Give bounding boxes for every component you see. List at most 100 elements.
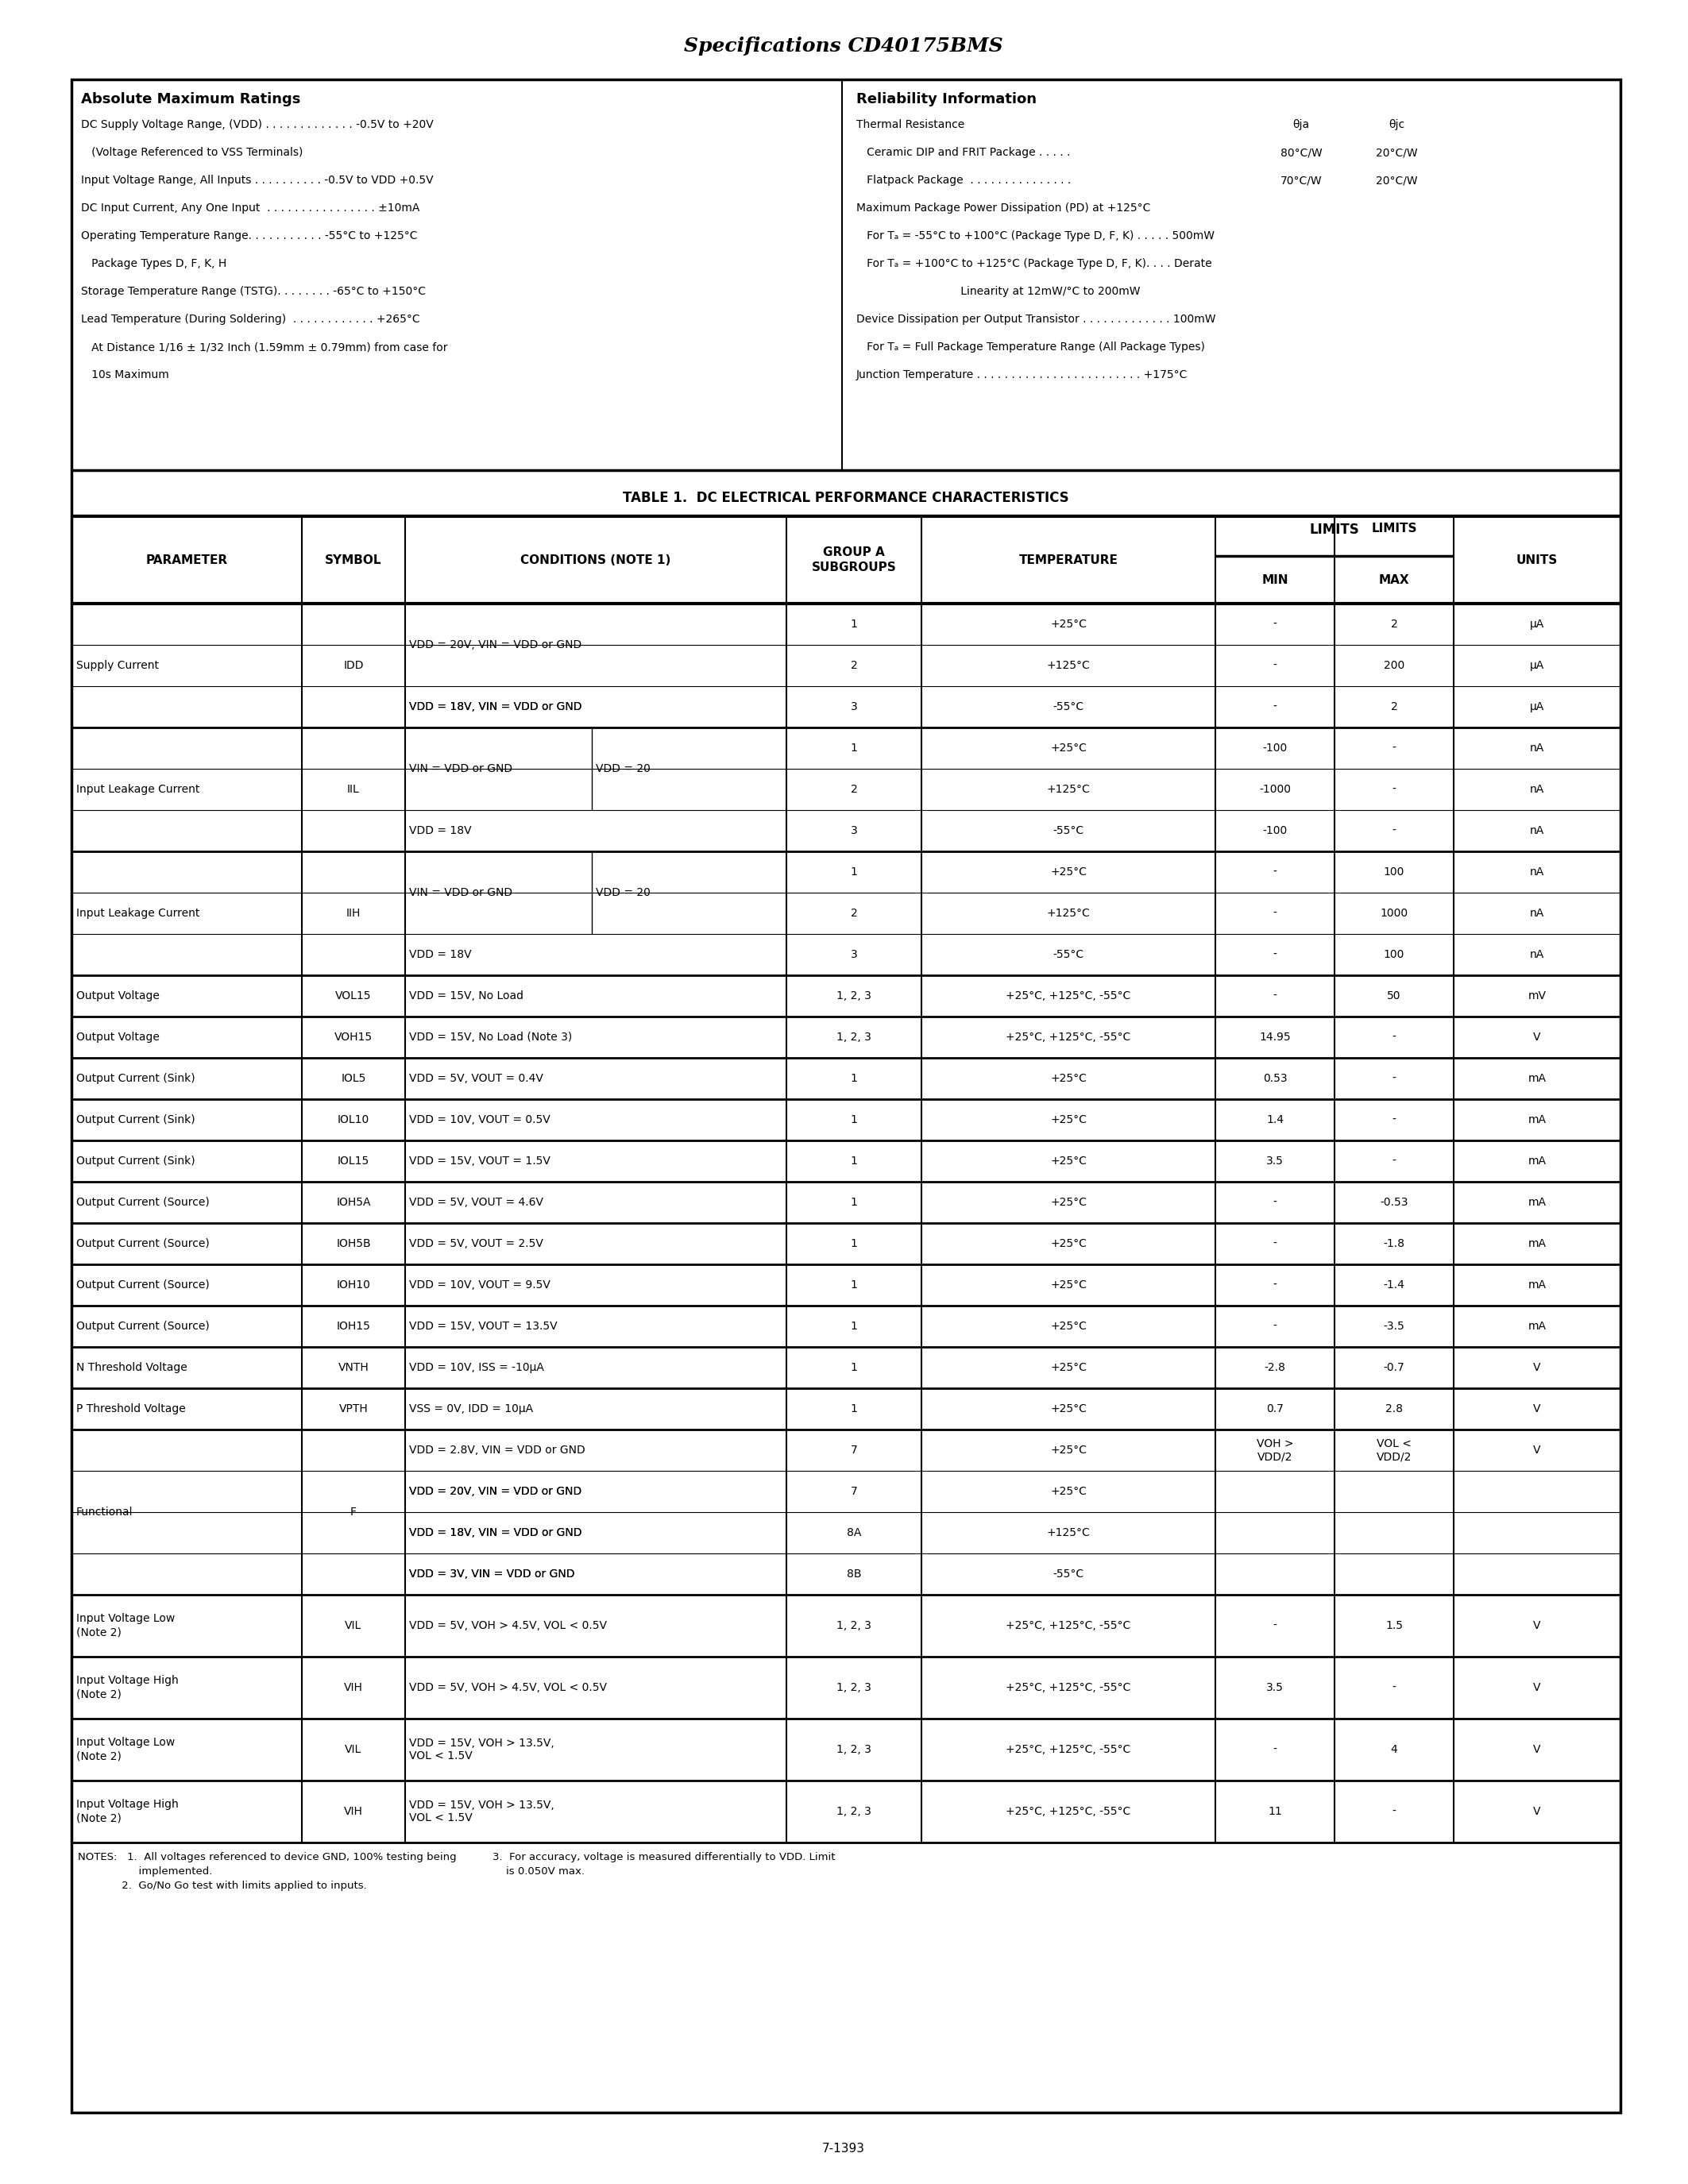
Text: +125°C: +125°C: [1047, 660, 1090, 670]
Text: -: -: [1273, 660, 1276, 670]
Text: VDD = 18V, VIN = VDD or GND: VDD = 18V, VIN = VDD or GND: [408, 701, 582, 712]
Text: V: V: [1533, 1444, 1541, 1457]
Text: +25°C, +125°C, -55°C: +25°C, +125°C, -55°C: [1006, 1806, 1131, 1817]
Text: Input Voltage Low
(Note 2): Input Voltage Low (Note 2): [76, 1614, 176, 1638]
Text: 100: 100: [1384, 867, 1404, 878]
Text: +25°C, +125°C, -55°C: +25°C, +125°C, -55°C: [1006, 1031, 1131, 1042]
Text: PARAMETER: PARAMETER: [145, 555, 228, 566]
Text: VDD = 5V, VOUT = 2.5V: VDD = 5V, VOUT = 2.5V: [408, 1238, 544, 1249]
Text: VDD = 5V, VOUT = 0.4V: VDD = 5V, VOUT = 0.4V: [408, 1072, 544, 1083]
Text: 1, 2, 3: 1, 2, 3: [837, 1682, 871, 1693]
Text: Specifications CD40175BMS: Specifications CD40175BMS: [684, 37, 1003, 55]
Text: +25°C: +25°C: [1050, 1404, 1087, 1415]
Text: VDD = 2.8V, VIN = VDD or GND: VDD = 2.8V, VIN = VDD or GND: [408, 1444, 586, 1457]
Text: LIMITS: LIMITS: [1310, 522, 1359, 537]
Text: IOL15: IOL15: [338, 1155, 370, 1166]
Text: CONDITIONS (NOTE 1): CONDITIONS (NOTE 1): [520, 555, 672, 566]
Text: 2: 2: [851, 784, 858, 795]
Text: For Tₐ = +100°C to +125°C (Package Type D, F, K). . . . Derate: For Tₐ = +100°C to +125°C (Package Type …: [856, 258, 1212, 269]
Text: IOH10: IOH10: [336, 1280, 371, 1291]
Text: 4: 4: [1391, 1745, 1398, 1756]
Text: mA: mA: [1528, 1197, 1546, 1208]
Text: VDD = 20: VDD = 20: [596, 762, 650, 775]
Text: -100: -100: [1263, 826, 1288, 836]
Text: Package Types D, F, K, H: Package Types D, F, K, H: [81, 258, 226, 269]
Text: 2.8: 2.8: [1386, 1404, 1403, 1415]
Text: +125°C: +125°C: [1047, 784, 1090, 795]
Text: 2: 2: [1391, 618, 1398, 629]
Text: F: F: [351, 1507, 356, 1518]
Text: -: -: [1393, 1806, 1396, 1817]
Text: Output Voltage: Output Voltage: [76, 1031, 160, 1042]
Text: Operating Temperature Range. . . . . . . . . . . -55°C to +125°C: Operating Temperature Range. . . . . . .…: [81, 229, 417, 242]
Text: Output Current (Source): Output Current (Source): [76, 1280, 209, 1291]
Text: -55°C: -55°C: [1053, 701, 1084, 712]
Text: -: -: [1273, 867, 1276, 878]
Text: 2: 2: [851, 909, 858, 919]
Text: 200: 200: [1384, 660, 1404, 670]
Text: At Distance 1/16 ± 1/32 Inch (1.59mm ± 0.79mm) from case for: At Distance 1/16 ± 1/32 Inch (1.59mm ± 0…: [81, 341, 447, 352]
Text: -1000: -1000: [1259, 784, 1291, 795]
Text: 1: 1: [851, 1155, 858, 1166]
Text: V: V: [1533, 1682, 1541, 1693]
Text: μA: μA: [1529, 701, 1545, 712]
Text: 10s Maximum: 10s Maximum: [81, 369, 169, 380]
Text: Output Current (Source): Output Current (Source): [76, 1321, 209, 1332]
Text: Input Voltage High
(Note 2): Input Voltage High (Note 2): [76, 1675, 179, 1699]
Text: V: V: [1533, 1404, 1541, 1415]
Text: VDD = 5V, VOH > 4.5V, VOL < 0.5V: VDD = 5V, VOH > 4.5V, VOL < 0.5V: [408, 1682, 608, 1693]
Text: -: -: [1393, 1072, 1396, 1083]
Text: 50: 50: [1388, 989, 1401, 1002]
Text: nA: nA: [1529, 867, 1545, 878]
Text: VDD = 15V, No Load: VDD = 15V, No Load: [408, 989, 523, 1002]
Text: VDD = 18V, VIN = VDD or GND: VDD = 18V, VIN = VDD or GND: [408, 1527, 582, 1538]
Text: 1, 2, 3: 1, 2, 3: [837, 1745, 871, 1756]
Text: -: -: [1393, 784, 1396, 795]
Text: 14.95: 14.95: [1259, 1031, 1291, 1042]
Text: mA: mA: [1528, 1114, 1546, 1125]
Text: 1: 1: [851, 1197, 858, 1208]
Text: +25°C: +25°C: [1050, 1280, 1087, 1291]
Text: 0.53: 0.53: [1263, 1072, 1288, 1083]
Text: -: -: [1273, 1745, 1276, 1756]
Text: Device Dissipation per Output Transistor . . . . . . . . . . . . . 100mW: Device Dissipation per Output Transistor…: [856, 314, 1215, 325]
Text: μA: μA: [1529, 618, 1545, 629]
Text: Junction Temperature . . . . . . . . . . . . . . . . . . . . . . . . +175°C: Junction Temperature . . . . . . . . . .…: [856, 369, 1188, 380]
Text: VIL: VIL: [344, 1745, 361, 1756]
Text: +25°C: +25°C: [1050, 1238, 1087, 1249]
Text: For Tₐ = Full Package Temperature Range (All Package Types): For Tₐ = Full Package Temperature Range …: [856, 341, 1205, 352]
Text: Input Leakage Current: Input Leakage Current: [76, 909, 199, 919]
Text: VOL15: VOL15: [336, 989, 371, 1002]
Text: Output Voltage: Output Voltage: [76, 989, 160, 1002]
Text: 1: 1: [851, 1114, 858, 1125]
Text: 2: 2: [1391, 701, 1398, 712]
Text: +25°C, +125°C, -55°C: +25°C, +125°C, -55°C: [1006, 989, 1131, 1002]
Text: mV: mV: [1528, 989, 1546, 1002]
Text: 3.5: 3.5: [1266, 1155, 1283, 1166]
Text: Input Leakage Current: Input Leakage Current: [76, 784, 199, 795]
Text: mA: mA: [1528, 1238, 1546, 1249]
Text: V: V: [1533, 1621, 1541, 1631]
Text: +25°C: +25°C: [1050, 618, 1087, 629]
Text: Input Voltage Low
(Note 2): Input Voltage Low (Note 2): [76, 1736, 176, 1762]
Text: -: -: [1273, 1238, 1276, 1249]
Text: SYMBOL: SYMBOL: [326, 555, 381, 566]
Text: +125°C: +125°C: [1047, 1527, 1090, 1538]
Text: 1.5: 1.5: [1386, 1621, 1403, 1631]
Text: +25°C: +25°C: [1050, 867, 1087, 878]
Text: Output Current (Source): Output Current (Source): [76, 1197, 209, 1208]
Text: LIMITS: LIMITS: [1371, 522, 1416, 535]
Text: -3.5: -3.5: [1384, 1321, 1404, 1332]
Text: VDD = 20: VDD = 20: [596, 887, 650, 898]
Text: nA: nA: [1529, 743, 1545, 753]
Text: +25°C: +25°C: [1050, 1114, 1087, 1125]
Text: MIN: MIN: [1261, 574, 1288, 585]
Text: Functional: Functional: [76, 1507, 133, 1518]
Text: 70°C/W: 70°C/W: [1280, 175, 1322, 186]
Text: VDD = 10V, ISS = -10μA: VDD = 10V, ISS = -10μA: [408, 1363, 544, 1374]
Text: 80°C/W: 80°C/W: [1280, 146, 1322, 157]
Text: +25°C: +25°C: [1050, 1072, 1087, 1083]
Text: -: -: [1393, 1155, 1396, 1166]
Text: VDD = 18V: VDD = 18V: [408, 950, 471, 961]
Text: Flatpack Package  . . . . . . . . . . . . . . .: Flatpack Package . . . . . . . . . . . .…: [856, 175, 1070, 186]
